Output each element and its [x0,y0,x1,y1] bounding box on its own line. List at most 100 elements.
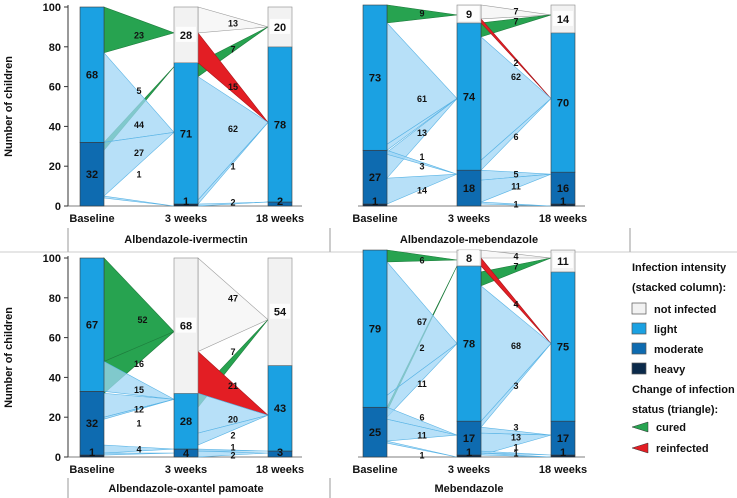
bar-label-bg [553,10,573,26]
flow-value-label: 3 [419,162,424,172]
bar-value-label: 28 [180,416,192,428]
bar-value-label: 78 [274,119,286,131]
flow-value-label: 1 [513,449,518,459]
legend-subtitle: (stacked column): [632,282,726,294]
flow-value-label: 13 [228,18,238,28]
panel-4: 79258781711175171667211611147468331311Ba… [352,249,587,495]
bar-segment-moderate [550,420,576,456]
flow-value-label: 1 [513,200,518,210]
panel-title: Albendazole-mebendazole [400,234,538,246]
flow-value-label: 44 [134,120,144,130]
flow-value-label: 4 [136,445,141,455]
flow-value-label: 27 [134,148,144,158]
flow-value-label: 7 [230,347,235,357]
x-tick-label: 18 weeks [256,464,304,476]
bar-segment-moderate [362,406,388,458]
flow-value-label: 9 [419,8,424,18]
bar-value-label: 20 [274,22,286,34]
flow-value-label: 1 [136,170,141,180]
flow-value-label: 4 [513,252,518,262]
flow-value-label: 7 [513,261,518,271]
bar-segment-light [173,393,199,450]
bar-value-label: 70 [557,98,569,110]
bar-segment-moderate [456,169,482,207]
bar-segment-moderate [79,391,105,456]
flow-value-label: 15 [228,82,238,92]
flow-triangle-flow [103,131,175,197]
bar-value-label: 73 [369,73,381,85]
flow-value-label: 11 [417,379,427,389]
flow-value-label: 2 [513,58,518,68]
bar-segment-moderate [79,142,105,207]
bar-segment-light [362,249,388,408]
bar-value-label: 67 [86,320,98,332]
flow-value-label: 6 [513,132,518,142]
x-tick-label: 3 weeks [165,213,207,225]
flow-value-label: 62 [511,72,521,82]
flow-value-label: 47 [228,293,238,303]
flow-value-label: 1 [419,152,424,162]
panel-2: 732719741814701619611313147726265111Base… [352,4,587,246]
flow-triangle-flow [103,195,175,207]
flow-value-label: 13 [417,128,427,138]
legend-change-title: Change of infection [632,384,735,396]
y-tick-label: 20 [49,161,61,173]
bar-value-label: 79 [369,324,381,336]
bar-value-label: 16 [557,183,569,195]
flow-value-label: 5 [513,170,518,180]
y-tick-label: 100 [43,2,61,14]
y-tick-label: 0 [55,452,61,464]
flow-value-label: 11 [511,182,521,192]
bar-segment-light [79,257,105,392]
y-tick-label: 100 [43,253,61,265]
bar-segment-light [79,6,105,143]
x-tick-label: 3 weeks [165,464,207,476]
bar-label-bg [459,5,479,21]
bar-value-label: 27 [369,172,381,184]
flow-value-label: 14 [417,186,427,196]
flow-value-label: 67 [417,317,427,327]
bar-value-label: 74 [463,92,476,104]
bar-segment-light [173,62,199,205]
bar-segment-light [362,4,388,151]
flow-value-label: 61 [417,94,427,104]
flow-value-label: 3 [513,381,518,391]
flow-value-label: 5 [136,86,141,96]
y-axis-label: Number of children [3,307,15,408]
flow-value-label: 7 [513,16,518,26]
legend-title: Infection intensity [632,262,727,274]
bar-value-label: 17 [557,433,569,445]
legend: Infection intensity (stacked column): not … [631,262,735,455]
flow-value-label: 15 [134,385,144,395]
bar-label-bg [176,26,196,42]
flow-value-label: 12 [134,405,144,415]
flow-value-label: 2 [230,431,235,441]
legend-item-label: light [654,324,678,336]
flow-value-label: 1 [419,451,424,461]
bar-value-label: 32 [86,169,98,181]
flow-value-label: 2 [230,451,235,461]
flow-value-label: 16 [134,359,144,369]
bar-segment-light [550,32,576,173]
x-tick-label: Baseline [352,464,397,476]
x-tick-label: Baseline [352,213,397,225]
bar-value-label: 28 [180,30,192,42]
bar-value-label: 8 [466,253,472,265]
legend-change-subtitle: status (triangle): [632,404,718,416]
flow-triangle-flow [197,76,269,201]
flow-value-label: 1 [230,443,235,453]
y-tick-label: 60 [49,333,61,345]
panel-title: Albendazole-ivermectin [124,234,248,246]
bar-label-bg [270,303,290,319]
flow-value-label: 62 [228,124,238,134]
bar-segment-light [267,365,293,452]
flow-value-label: 68 [511,341,521,351]
bar-value-label: 3 [277,447,283,459]
x-tick-label: 18 weeks [539,213,587,225]
bar-value-label: 71 [180,128,192,140]
flow-value-label: 52 [137,315,147,325]
bar-value-label: 1 [466,447,472,459]
